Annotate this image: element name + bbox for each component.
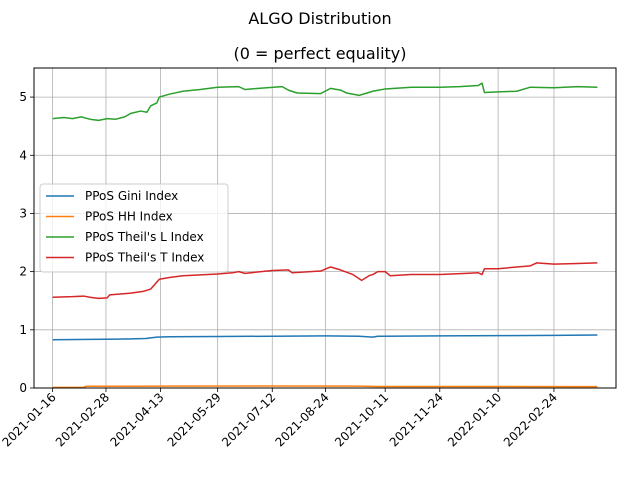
y-tick-label: 2: [19, 265, 27, 279]
legend-label: PPoS Gini Index: [85, 189, 178, 203]
x-tick-label: 2021-02-28: [53, 390, 112, 449]
legend-label: PPoS Theil's L Index: [85, 230, 204, 244]
y-tick-label: 4: [19, 148, 27, 162]
chart-subtitle: (0 = perfect equality): [233, 44, 406, 63]
series-line-ppos-theil-s-l-index: [52, 82, 598, 122]
series-layer: [52, 82, 598, 389]
x-tick-label: 2022-01-10: [445, 390, 504, 449]
y-tick-label: 5: [19, 90, 27, 104]
x-tick-label: 2021-08-24: [273, 390, 332, 449]
y-tick-label: 3: [19, 206, 27, 220]
x-tick-label: 2022-02-24: [501, 390, 560, 449]
series-line-ppos-gini-index: [52, 334, 598, 341]
x-tick-label: 2021-07-12: [219, 390, 278, 449]
x-tick-label: 2021-01-16: [0, 390, 59, 449]
legend-label: PPoS HH Index: [85, 210, 173, 224]
x-tick-label: 2021-05-29: [165, 390, 224, 449]
series-line-ppos-hh-index: [52, 385, 598, 389]
legend-label: PPoS Theil's T Index: [85, 251, 204, 265]
series-line-ppos-theil-s-t-index: [52, 262, 598, 300]
y-tick-label: 0: [19, 381, 27, 395]
legend-box: [39, 183, 229, 273]
plot-frame: [33, 67, 617, 389]
legend: PPoS Gini Index PPoS HH Index PPoS Theil's…: [39, 183, 229, 273]
x-tick-label: 2021-11-24: [387, 390, 446, 449]
y-tick-label: 1: [19, 323, 27, 337]
x-tick-label: 2021-10-11: [332, 390, 391, 449]
x-tick-label: 2021-04-13: [107, 390, 166, 449]
chart-title: ALGO Distribution: [248, 9, 391, 28]
